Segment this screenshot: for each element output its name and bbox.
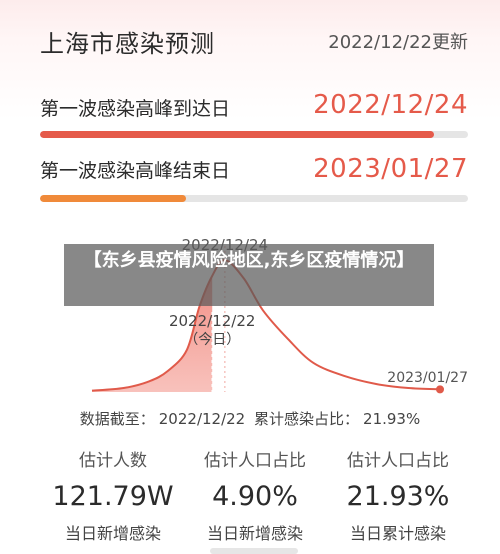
today-date-label: 2022/12/22 [169, 312, 255, 330]
peak-start-date: 2022/12/24 [313, 90, 468, 120]
peak-start-label: 第一波感染高峰到达日 [40, 98, 231, 120]
kpi-sub: 当日新增感染 [64, 524, 161, 543]
today-note-label: （今日） [184, 332, 240, 348]
kpi-label: 估计人口占比 [204, 451, 306, 471]
peak-end-progress-fill [40, 195, 186, 202]
peak-end-date: 2023/01/27 [313, 154, 468, 184]
scroll-indicator [210, 548, 298, 554]
kpi-cumulative-ratio: 估计人口占比 21.93% 当日累计感染 [318, 446, 478, 544]
updated-date: 2022/12/22更新 [328, 32, 468, 53]
cutoff-date: 2022/12/22 [158, 410, 246, 428]
kpi-label: 估计人数 [79, 451, 147, 471]
cutoff-label: 数据截至： [79, 410, 155, 428]
headline-overlay: 【东乡县疫情风险地区,东乡区疫情情况】 [64, 244, 434, 306]
peak-start-progress-fill [40, 131, 434, 138]
ratio-label: 累计感染占比： [254, 410, 360, 428]
kpi-value: 4.90% [212, 481, 298, 512]
peak-end-label: 第一波感染高峰结束日 [40, 160, 231, 182]
infection-area [92, 275, 213, 392]
peak-end-progress [40, 195, 468, 202]
kpi-sub: 当日累计感染 [349, 524, 446, 543]
end-date-label: 2023/01/27 [387, 370, 468, 386]
kpi-value: 21.93% [346, 481, 450, 512]
peak-start-progress [40, 131, 468, 138]
kpi-estimated-count: 估计人数 121.79W 当日新增感染 [33, 446, 193, 544]
kpi-sub: 当日新增感染 [206, 524, 303, 543]
kpi-value: 121.79W [52, 481, 174, 512]
page-title: 上海市感染预测 [40, 30, 215, 58]
ratio-value: 21.93% [363, 410, 421, 428]
stats-line: 数据截至： 2022/12/22 累计感染占比： 21.93% [0, 408, 500, 429]
kpi-label: 估计人口占比 [347, 451, 449, 471]
kpi-new-ratio: 估计人口占比 4.90% 当日新增感染 [175, 446, 335, 544]
end-point-dot [436, 385, 444, 394]
